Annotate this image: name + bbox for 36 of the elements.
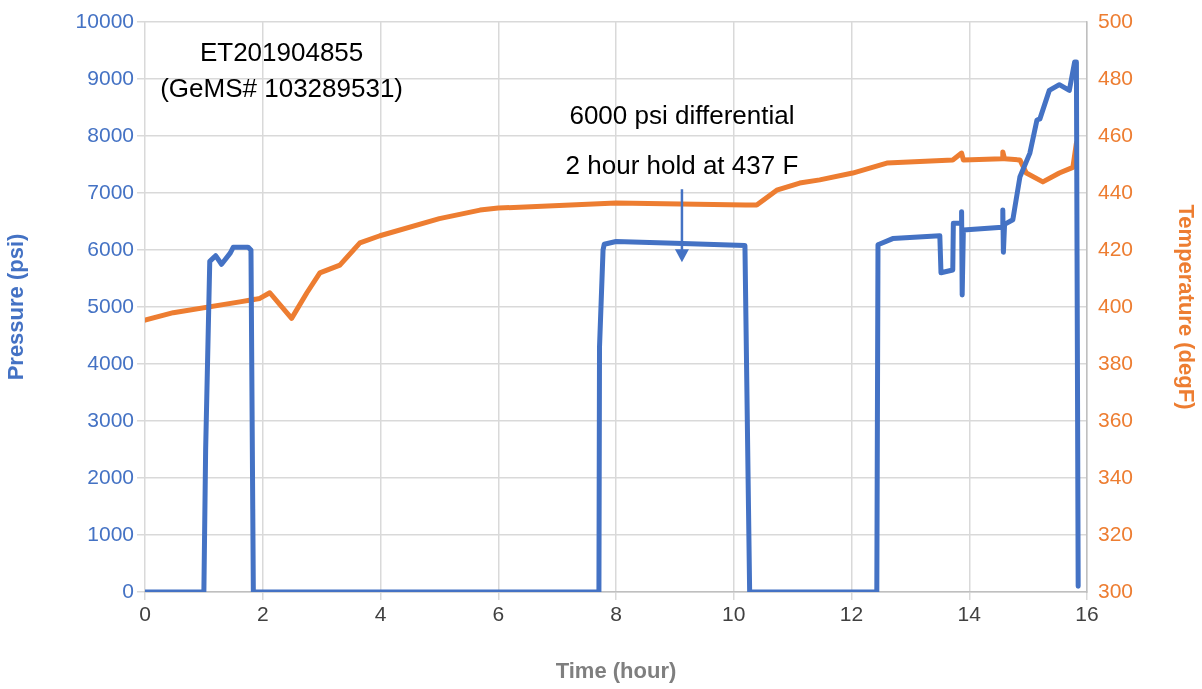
x-tick-label: 10: [722, 602, 746, 626]
y2-tick-label: 460: [1098, 122, 1134, 146]
y2-tick-label: 340: [1098, 464, 1134, 488]
y-axis-title: Pressure (psi): [3, 233, 29, 381]
y-tick-label: 6000: [87, 236, 134, 260]
y2-tick-label: 500: [1098, 8, 1134, 32]
y-tick-label: 4000: [87, 350, 134, 374]
y2-tick-label: 420: [1098, 236, 1134, 260]
x-tick-label: 4: [374, 602, 387, 626]
y2-tick-label: 440: [1098, 179, 1134, 203]
y-tick-label: 8000: [87, 122, 134, 146]
y2-tick-label: 300: [1098, 578, 1134, 602]
y-tick-label: 1000: [87, 521, 134, 545]
x-axis-title: Time (hour): [555, 657, 677, 683]
y2-tick-label: 360: [1098, 407, 1134, 431]
x-tick-label: 0: [139, 602, 151, 626]
x-tick-label: 2: [256, 602, 269, 626]
x-tick-label: 6: [492, 602, 505, 626]
y-tick-label: 5000: [87, 293, 134, 317]
y-tick-label: 7000: [87, 179, 134, 203]
x-tick-label: 16: [1075, 602, 1099, 626]
x-tick-label: 14: [957, 602, 982, 626]
y2-tick-label: 320: [1098, 521, 1134, 545]
y2-tick-label: 380: [1098, 350, 1134, 374]
x-tick-label: 12: [839, 602, 864, 626]
x-tick-label: 8: [610, 602, 622, 626]
y-tick-label: 3000: [87, 407, 134, 431]
y-tick-label: 2000: [87, 464, 134, 488]
y2-tick-label: 480: [1098, 65, 1134, 89]
y-tick-label: 9000: [87, 65, 134, 89]
y2-axis-title: Temperature (degF): [1173, 204, 1199, 410]
y-tick-label: 10000: [75, 8, 134, 32]
y-tick-label: 0: [122, 578, 134, 602]
annotation: ET201904855 (GeMS# 103289531): [160, 36, 403, 103]
annotation: 6000 psi differential 2 hour hold at 437 F: [565, 100, 799, 181]
y2-tick-label: 400: [1098, 293, 1134, 317]
